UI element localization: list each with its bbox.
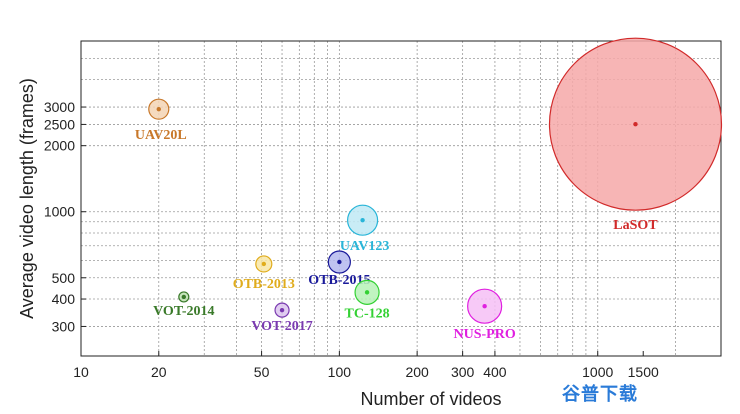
x-tick-label: 300 [451, 364, 475, 380]
x-tick-label: 50 [254, 364, 270, 380]
bubble-center-tc-128 [364, 290, 370, 295]
bubble-center-uav20l [156, 106, 161, 112]
bubble-center-otb-2013 [261, 261, 267, 267]
y-tick-label: 3000 [44, 99, 75, 115]
point-label-otb-2015: OTB-2015 [308, 273, 370, 288]
x-tick-label: 400 [483, 364, 507, 380]
point-label-uav20l: UAV20L [135, 128, 187, 143]
bubble-center-otb-2015 [337, 259, 342, 265]
bubble-center-uav123 [360, 217, 365, 223]
point-label-otb-2013: OTB-2013 [233, 277, 295, 292]
point-label-lasot: LaSOT [613, 218, 658, 233]
x-axis-title: Number of videos [360, 389, 501, 409]
bubble-center-lasot [633, 121, 638, 127]
y-tick-label: 1000 [44, 204, 75, 220]
x-tick-label: 1000 [582, 364, 613, 380]
x-tick-label: 20 [151, 364, 167, 380]
point-label-tc-128: TC-128 [345, 306, 390, 321]
y-tick-label: 300 [52, 318, 76, 334]
y-tick-label: 400 [52, 291, 76, 307]
watermark-logo: 谷普下载 [562, 384, 638, 405]
x-tick-label: 10 [73, 364, 89, 380]
point-label-vot-2017: VOT-2017 [251, 319, 312, 334]
point-label-vot-2014: VOT-2014 [153, 304, 214, 319]
x-tick-label: 200 [405, 364, 429, 380]
y-tick-label: 2500 [44, 116, 75, 132]
point-label-nus-pro: NUS-PRO [454, 327, 516, 342]
y-tick-label: 2000 [44, 138, 75, 154]
plot-frame [80, 40, 722, 357]
point-label-uav123: UAV123 [340, 239, 390, 254]
x-tick-label: 100 [328, 364, 352, 380]
y-axis-title: Average video length (frames) [17, 78, 37, 319]
bubble-center-nus-pro [482, 304, 487, 309]
y-tick-label: 500 [52, 270, 76, 286]
bubble-center-vot-2017 [279, 307, 285, 313]
bubble-center-vot-2014 [181, 294, 187, 300]
x-tick-label: 1500 [628, 364, 659, 380]
data-points: UAV20L OTB-2013 VOT-2014 VOT-2017 OTB-2015 UA… [135, 37, 723, 342]
